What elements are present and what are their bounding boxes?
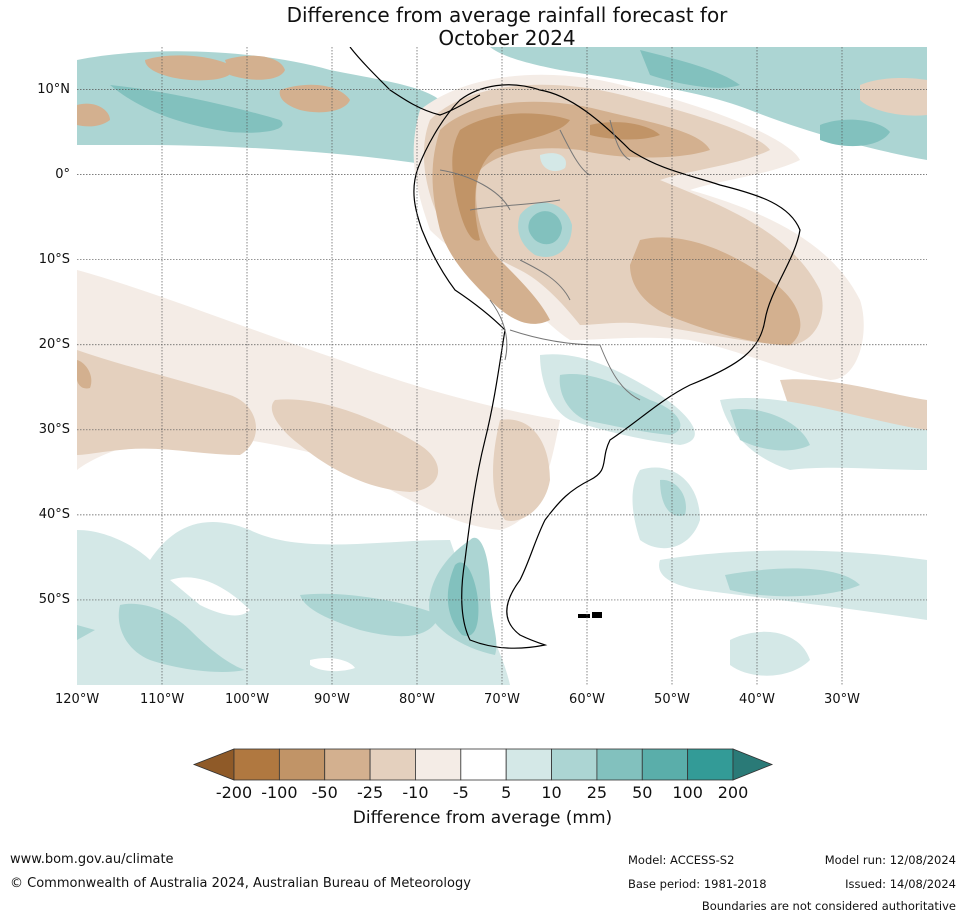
lat-label: 40°S bbox=[38, 506, 70, 522]
coastlines bbox=[349, 47, 801, 649]
colorbar-tick-label: -100 bbox=[261, 783, 298, 802]
anomaly-region-wet-patagonia-core bbox=[447, 562, 479, 636]
colorbar-tick-label: 10 bbox=[541, 783, 562, 802]
title-line-1: Difference from average rainfall forecas… bbox=[286, 3, 728, 27]
anomaly-region-dry-central-america bbox=[77, 55, 350, 127]
footer-model-run: Model run: 12/08/2024 bbox=[824, 853, 956, 867]
anomaly-region-dry-pacific-small bbox=[77, 360, 92, 389]
lat-label: 10°S bbox=[38, 251, 70, 267]
colorbar-tick-label: -10 bbox=[402, 783, 429, 802]
colorbar-tick-label: -25 bbox=[357, 783, 384, 802]
footer-copyright: © Commonwealth of Australia 2024, Austra… bbox=[10, 876, 471, 891]
colorbar-tick-label: 100 bbox=[672, 783, 703, 802]
lon-label: 70°W bbox=[484, 692, 520, 707]
lon-label: 120°W bbox=[55, 692, 100, 707]
colorbar-tick-label: 200 bbox=[717, 783, 749, 802]
footer-base-period: Base period: 1981-2018 bbox=[628, 877, 767, 891]
colorbar-over-arrow bbox=[732, 748, 774, 781]
colorbar-bin bbox=[324, 748, 371, 781]
colorbar-tick-label: -5 bbox=[452, 783, 469, 802]
colorbar-bin bbox=[596, 748, 643, 781]
colorbar-bin bbox=[415, 748, 462, 781]
anomaly-region-wet-atlantic-east bbox=[632, 397, 927, 676]
lon-label: 40°W bbox=[739, 692, 775, 707]
lat-label: 10°N bbox=[37, 81, 70, 97]
anomaly-region-dry-south-pacific bbox=[77, 270, 560, 530]
lat-label: 0° bbox=[55, 166, 70, 182]
colorbar-bin bbox=[505, 748, 552, 781]
lon-label: 60°W bbox=[569, 692, 605, 707]
lon-label: 100°W bbox=[225, 692, 270, 707]
lat-label: 50°S bbox=[38, 591, 70, 607]
lon-label: 30°W bbox=[824, 692, 860, 707]
colorbar-tick-label: 5 bbox=[501, 783, 512, 802]
colorbar-tick-label: -50 bbox=[311, 783, 338, 802]
anomaly-region-dry-atlantic-north bbox=[860, 77, 927, 116]
colorbar-bin bbox=[687, 748, 734, 781]
anomaly-region-wet-south-pacific-core bbox=[77, 593, 440, 672]
lon-label: 80°W bbox=[399, 692, 435, 707]
anomaly-region-white-gap bbox=[170, 577, 355, 672]
colorbar bbox=[192, 748, 774, 781]
anomaly-region-dry-andes bbox=[432, 101, 801, 345]
colorbar-bin bbox=[460, 748, 507, 781]
south-america-coastline bbox=[413, 84, 801, 649]
map-title: Difference from average rainfall forecas… bbox=[0, 4, 965, 50]
lon-label: 90°W bbox=[314, 692, 350, 707]
central-america-coastline bbox=[349, 47, 481, 116]
country-borders bbox=[439, 119, 641, 401]
anomaly-region-wet-amazon-core bbox=[528, 211, 562, 245]
colorbar-bin bbox=[641, 748, 689, 781]
colorbar-tick-label: 50 bbox=[632, 783, 653, 802]
colorbar-tick-label: -200 bbox=[215, 783, 253, 802]
anomaly-region-wet-north-pacific bbox=[77, 51, 440, 165]
colorbar-under-arrow bbox=[192, 748, 235, 781]
falkland-islands bbox=[578, 612, 602, 618]
anomaly-region-dry-south-pacific-core bbox=[77, 350, 550, 521]
anomaly-region-wet-caribbean-core bbox=[640, 50, 890, 147]
lat-label: 30°S bbox=[38, 421, 70, 437]
anomaly-region-wet-atlantic-core bbox=[660, 409, 860, 597]
anomaly-region-wet-amazon-north bbox=[540, 153, 566, 172]
anomaly-region-wet-north-pacific-core bbox=[110, 85, 283, 133]
footer-url[interactable]: www.bom.gov.au/climate bbox=[10, 852, 174, 867]
footer-issued: Issued: 14/08/2024 bbox=[845, 877, 956, 891]
colorbar-bin bbox=[369, 748, 416, 781]
lon-label: 110°W bbox=[140, 692, 185, 707]
title-line-2: October 2024 bbox=[438, 26, 576, 50]
colorbar-label: Difference from average (mm) bbox=[352, 808, 613, 828]
anomaly-region-dry-andes-core bbox=[452, 113, 660, 241]
gridlines bbox=[77, 47, 927, 685]
colorbar-bin bbox=[278, 748, 326, 781]
lon-label: 50°W bbox=[654, 692, 690, 707]
lat-label: 20°S bbox=[38, 336, 70, 352]
anomaly-region-wet-la-plata-core bbox=[559, 374, 681, 435]
colorbar-tick-label: 25 bbox=[586, 783, 608, 802]
footer-model: Model: ACCESS-S2 bbox=[628, 853, 735, 867]
colorbar-bin bbox=[233, 748, 280, 781]
anomaly-region-wet-caribbean bbox=[490, 47, 927, 160]
footer-disclaimer: Boundaries are not considered authoritat… bbox=[701, 899, 956, 913]
anomaly-region-dry-south-atlantic bbox=[780, 379, 927, 430]
colorbar-bin bbox=[551, 748, 598, 781]
